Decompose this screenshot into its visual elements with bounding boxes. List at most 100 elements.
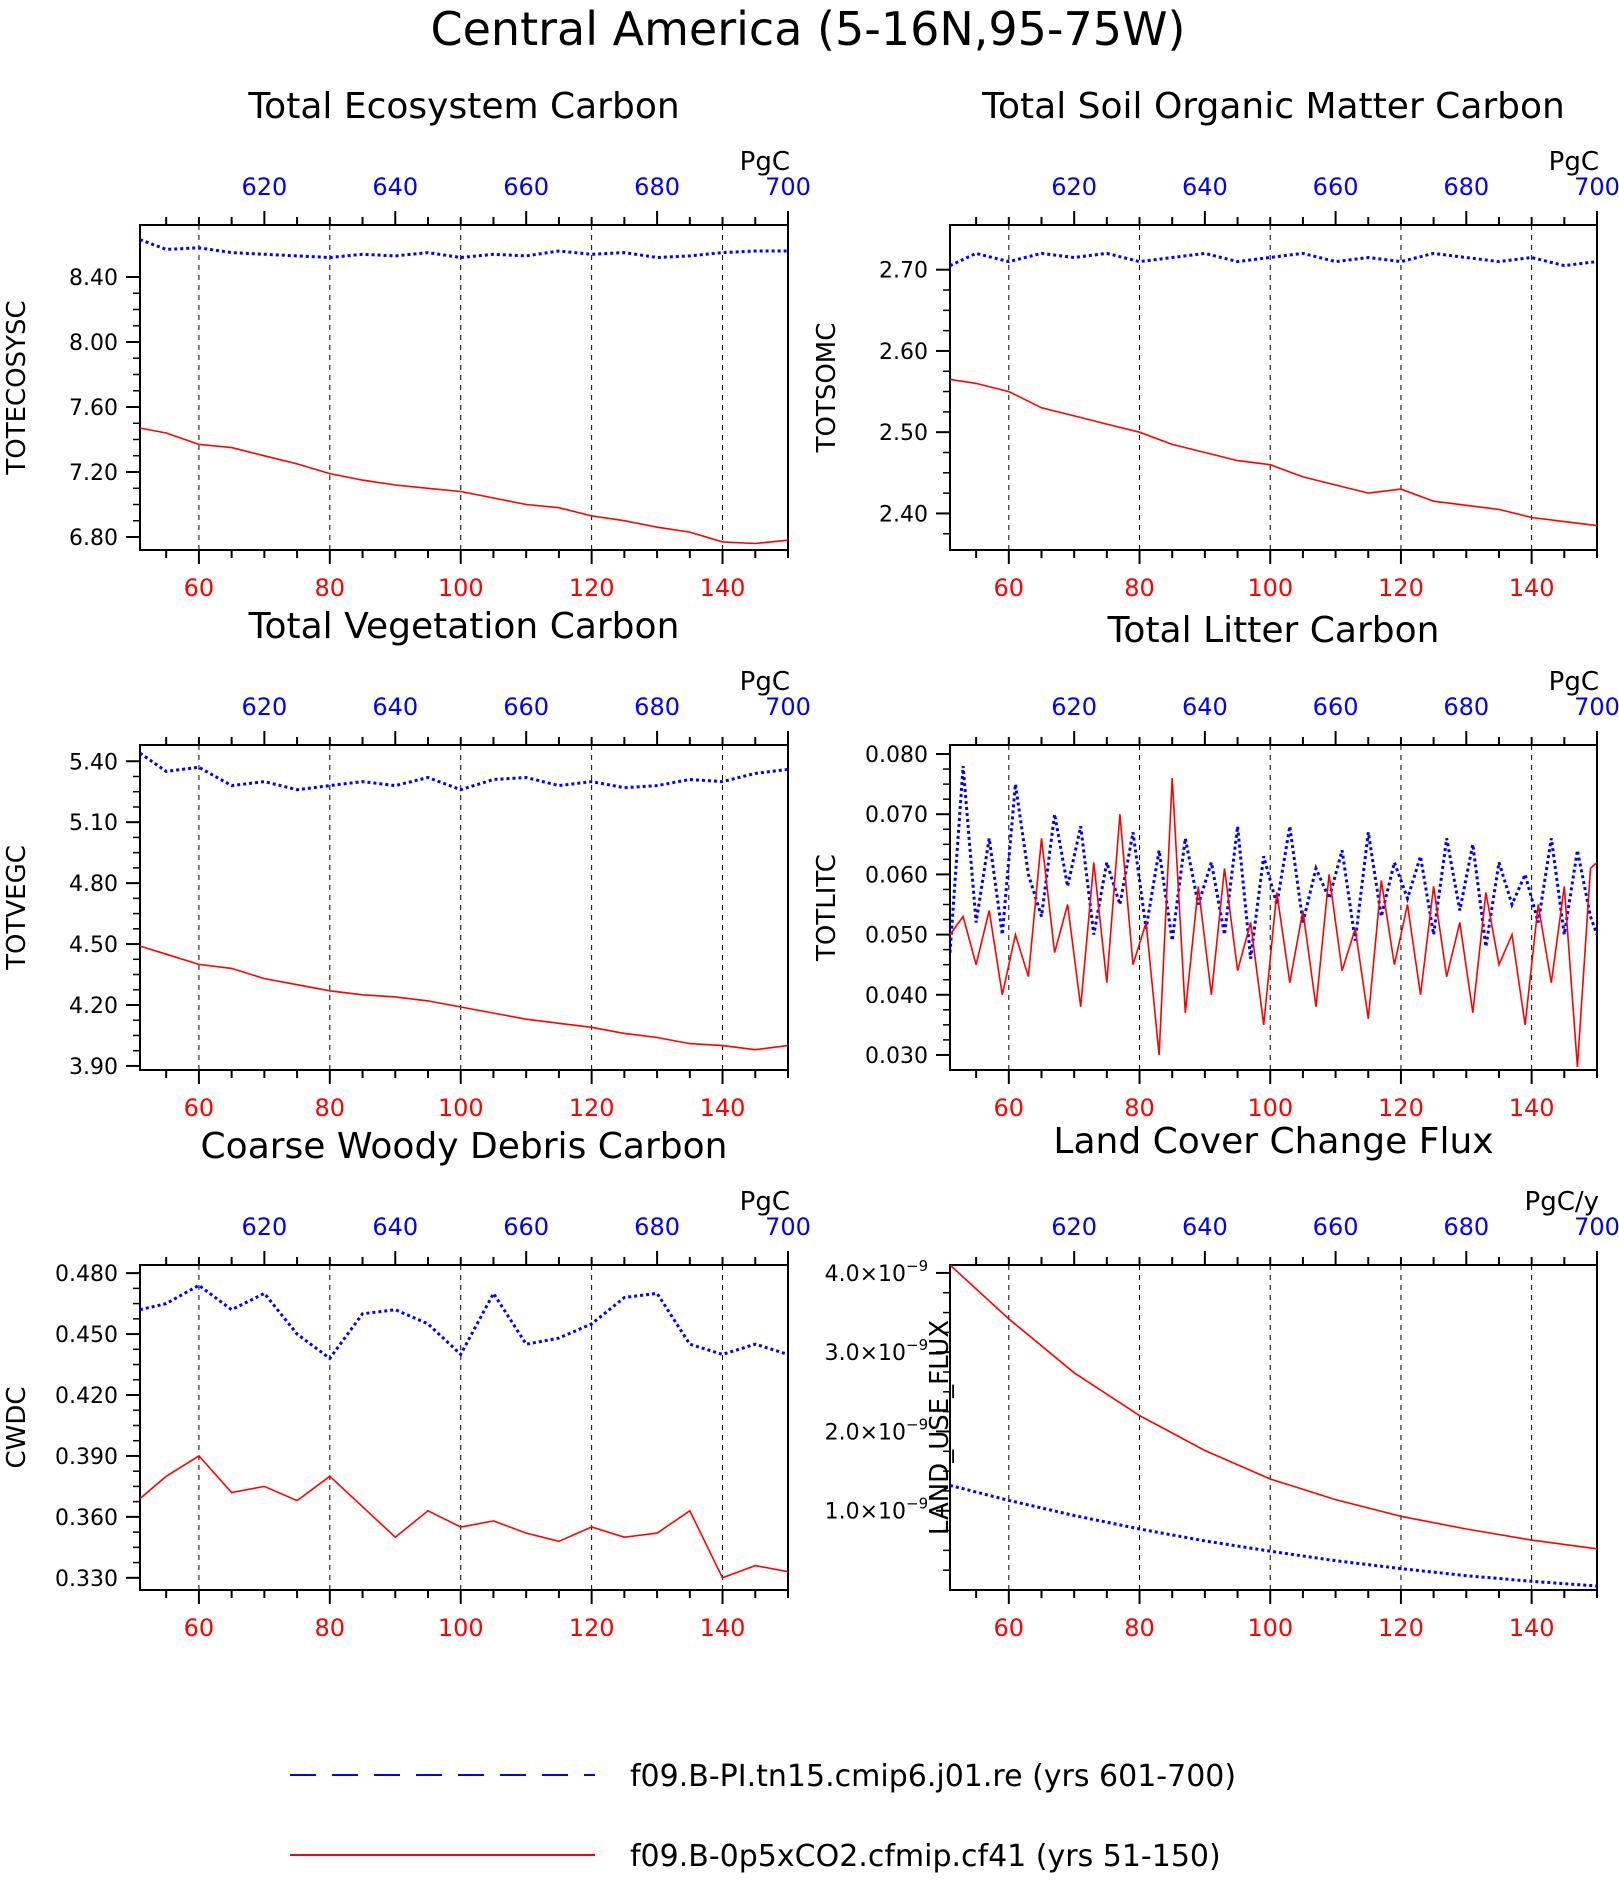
plot-frame — [949, 1264, 1598, 1591]
x-tick-label-bottom: 60 — [184, 574, 215, 602]
y-tick-label: 4.0×10 — [825, 1262, 906, 1287]
y-tick-label: 2.70 — [879, 259, 928, 284]
x-tick-label-bottom: 120 — [1378, 1094, 1424, 1122]
x-tick-label-bottom: 60 — [994, 574, 1025, 602]
units-label: PgC/y — [1525, 1187, 1599, 1217]
plot-frame — [949, 744, 1598, 1071]
legend-label-1: f09.B-0p5xCO2.cfmip.cf41 (yrs 51-150) — [630, 1839, 1221, 1874]
x-tick-label-top: 660 — [1313, 693, 1359, 721]
y-tick-label: 4.50 — [69, 933, 118, 958]
series-line-0p5xco2 — [140, 1454, 788, 1579]
x-tick-label-top: 640 — [372, 173, 418, 201]
x-tick-label-bottom: 80 — [1124, 1094, 1155, 1122]
x-tick-label-bottom: 140 — [700, 1094, 746, 1122]
x-tick-label-bottom: 120 — [569, 1094, 615, 1122]
x-tick-label-top: 620 — [241, 693, 287, 721]
y-axis-label: TOTSOMC — [812, 323, 842, 454]
x-tick-label-bottom: 80 — [1124, 574, 1155, 602]
x-tick-label-top: 660 — [1313, 173, 1359, 201]
series-line-0p5xco2 — [950, 778, 1597, 1068]
x-tick-label-top: 620 — [241, 173, 287, 201]
x-tick-label-bottom: 100 — [1247, 574, 1293, 602]
panel-totecosysc: Total Ecosystem Carbon PgC 60 80 100 120 140 62… — [2, 86, 811, 602]
x-tick-label-bottom: 100 — [438, 1094, 484, 1122]
x-tick-label-bottom: 140 — [700, 574, 746, 602]
x-tick-label-top: 680 — [634, 1213, 680, 1241]
panels: Total Ecosystem Carbon PgC 60 80 100 120 140 62… — [2, 86, 1619, 1642]
x-tick-label-top: 660 — [503, 1213, 549, 1241]
y-tick-exponent: −9 — [906, 1495, 928, 1513]
x-tick-label-top: 660 — [1313, 1213, 1359, 1241]
y-tick-label: 8.40 — [69, 266, 118, 291]
y-tick-label: 0.330 — [55, 1567, 118, 1592]
series-line-pi — [950, 251, 1597, 268]
x-tick-label-bottom: 120 — [569, 574, 615, 602]
panel-title: Coarse Woody Debris Carbon — [201, 1126, 728, 1167]
y-axis-label: CWDC — [2, 1386, 32, 1468]
units-label: PgC — [740, 667, 790, 697]
legend: f09.B-PI.tn15.cmip6.j01.re (yrs 601-700)… — [290, 1759, 1236, 1874]
y-tick-label: 2.50 — [879, 421, 928, 446]
x-tick-label-bottom: 80 — [315, 1094, 346, 1122]
series-line-0p5xco2 — [140, 945, 788, 1051]
y-tick-label: 2.0×10 — [825, 1420, 906, 1445]
panel-totvegc: Total Vegetation Carbon PgC 60 80 100 120 140 6… — [2, 606, 811, 1122]
x-tick-label-top: 700 — [765, 173, 811, 201]
y-tick-label: 0.420 — [55, 1384, 118, 1409]
panel-cwdc: Coarse Woody Debris Carbon PgC 60 80 100 120 1… — [2, 1126, 811, 1642]
y-tick-exponent: −9 — [906, 1336, 928, 1354]
series-line-0p5xco2 — [950, 378, 1597, 527]
y-tick-label: 0.480 — [55, 1262, 118, 1287]
x-tick-label-top: 640 — [1182, 173, 1228, 201]
panel-title: Total Vegetation Carbon — [248, 606, 680, 647]
x-tick-label-bottom: 140 — [1509, 574, 1555, 602]
y-tick-label: 5.40 — [69, 750, 118, 775]
y-tick-exponent: −9 — [906, 1257, 928, 1275]
x-tick-label-bottom: 80 — [1124, 1614, 1155, 1642]
series-line-pi — [140, 751, 788, 792]
y-tick-label: 0.360 — [55, 1506, 118, 1531]
y-tick-label: 0.050 — [865, 924, 928, 949]
x-tick-label-top: 700 — [1574, 1213, 1619, 1241]
y-axis-label: TOTVEGC — [2, 845, 32, 971]
x-tick-label-bottom: 60 — [994, 1614, 1025, 1642]
x-tick-label-bottom: 60 — [994, 1094, 1025, 1122]
y-tick-label: 7.60 — [69, 396, 118, 421]
panel-totsomc: Total Soil Organic Matter Carbon PgC 60 80 1… — [812, 86, 1619, 602]
x-tick-label-bottom: 120 — [1378, 574, 1424, 602]
x-tick-label-top: 660 — [503, 693, 549, 721]
y-tick-label: 2.60 — [879, 340, 928, 365]
panel-title: Total Ecosystem Carbon — [247, 86, 679, 127]
y-tick-label: 6.80 — [69, 526, 118, 551]
x-tick-label-bottom: 120 — [569, 1614, 615, 1642]
x-tick-label-top: 640 — [1182, 693, 1228, 721]
x-tick-label-bottom: 140 — [1509, 1614, 1555, 1642]
x-tick-label-top: 680 — [634, 693, 680, 721]
y-tick-label: 0.030 — [865, 1044, 928, 1069]
series-line-pi — [950, 765, 1597, 959]
y-tick-label: 5.10 — [69, 811, 118, 836]
x-tick-label-top: 700 — [1574, 173, 1619, 201]
y-tick-label: 0.450 — [55, 1323, 118, 1348]
panel-title: Total Soil Organic Matter Carbon — [981, 86, 1565, 127]
panel-totlitc: Total Litter Carbon PgC 60 80 100 120 140 620 64… — [812, 610, 1619, 1122]
series-line-pi — [140, 1283, 788, 1361]
figure-title: Central America (5-16N,95-75W) — [431, 2, 1186, 56]
y-tick-label: 7.20 — [69, 461, 118, 486]
y-tick-label: 2.40 — [879, 502, 928, 527]
y-tick-label: 4.20 — [69, 994, 118, 1019]
x-tick-label-top: 620 — [1051, 693, 1097, 721]
x-tick-label-top: 620 — [1051, 173, 1097, 201]
x-tick-label-top: 700 — [765, 1213, 811, 1241]
y-tick-label: 8.00 — [69, 331, 118, 356]
units-label: PgC — [740, 1187, 790, 1217]
series-line-0p5xco2 — [950, 1265, 1597, 1550]
legend-label-0: f09.B-PI.tn15.cmip6.j01.re (yrs 601-700) — [630, 1759, 1236, 1794]
y-axis-label: LAND_USE_FLUX — [925, 1320, 955, 1535]
y-tick-label: 0.040 — [865, 984, 928, 1009]
x-tick-label-top: 680 — [1443, 173, 1489, 201]
y-tick-label: 3.0×10 — [825, 1341, 906, 1366]
x-tick-label-top: 640 — [372, 693, 418, 721]
x-tick-label-top: 620 — [241, 1213, 287, 1241]
